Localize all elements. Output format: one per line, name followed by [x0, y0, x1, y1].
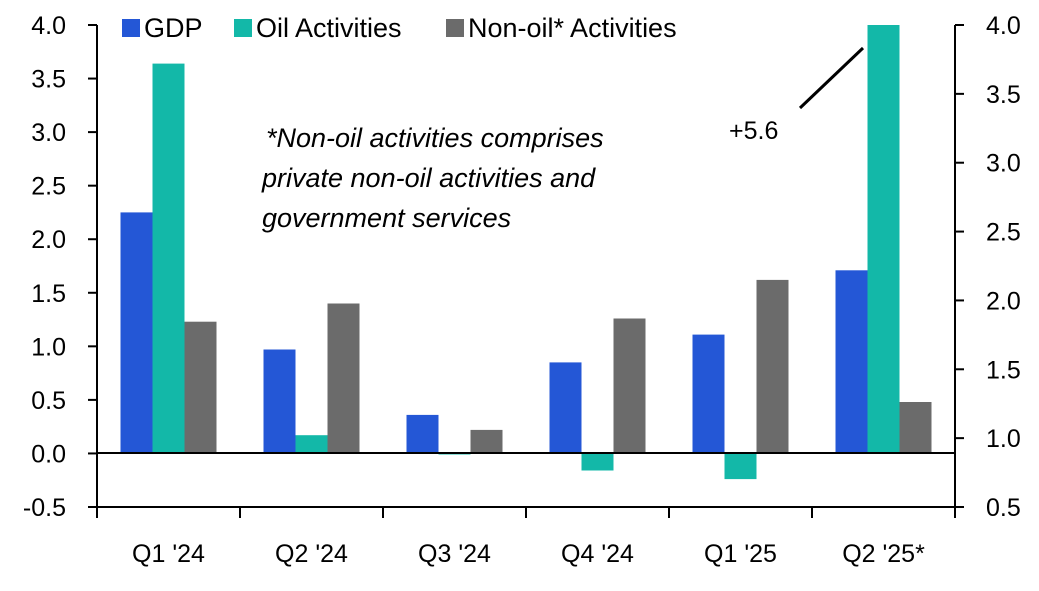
- left-y-tick-label-1: 3.5: [31, 66, 66, 94]
- right-y-tick-label-5: 1.5: [986, 356, 1021, 384]
- bar-oil-activities-3: [581, 453, 614, 471]
- x-tick-label-2: Q3 '24: [418, 540, 491, 568]
- left-y-tick-label-7: 0.5: [31, 387, 66, 415]
- bar-non-oil-activities-4: [756, 279, 789, 454]
- left-y-tick-label-6: 1.0: [31, 333, 66, 361]
- right-y-tick-label-1: 3.5: [986, 81, 1021, 109]
- left-y-tick-label-8: 0.0: [31, 440, 66, 468]
- bar-oil-activities-0: [152, 63, 185, 454]
- legend: GDP Oil Activities Non-oil* Activities: [122, 13, 677, 43]
- legend-swatch-oil-activities: [234, 19, 252, 37]
- bar-gdp-0: [120, 212, 153, 454]
- legend-swatch-gdp: [122, 19, 140, 37]
- legend-label-non-oil-activities: Non-oil* Activities: [468, 13, 677, 43]
- bar-non-oil-activities-0: [184, 321, 217, 454]
- right-y-tick-label-3: 2.5: [986, 219, 1021, 247]
- right-y-tick-label-6: 1.0: [986, 425, 1021, 453]
- bar-oil-activities-5: [867, 25, 900, 454]
- clipped-bar-annotation-label: +5.6: [729, 117, 778, 145]
- right-y-tick-label-0: 4.0: [986, 12, 1021, 40]
- bar-non-oil-activities-3: [613, 318, 646, 454]
- bar-non-oil-activities-5: [899, 402, 932, 454]
- bar-non-oil-activities-2: [470, 429, 503, 454]
- legend-label-gdp: GDP: [144, 13, 203, 43]
- x-tick-label-4: Q1 '25: [704, 540, 777, 568]
- clipped-bar-annotation-line: [798, 46, 865, 110]
- x-tick-label-1: Q2 '24: [275, 540, 348, 568]
- left-y-tick-label-0: 4.0: [31, 12, 66, 40]
- bar-gdp-1: [263, 349, 296, 454]
- left-y-tick-label-3: 2.5: [31, 173, 66, 201]
- right-y-tick-label-7: 0.5: [986, 494, 1021, 522]
- bar-oil-activities-1: [295, 435, 328, 454]
- bar-gdp-5: [835, 270, 868, 454]
- right-y-tick-label-4: 2.0: [986, 287, 1021, 315]
- legend-label-oil-activities: Oil Activities: [256, 13, 402, 43]
- left-y-tick-label-9: -0.5: [23, 494, 66, 522]
- axes-layer: [96, 25, 956, 508]
- bars-layer: [120, 25, 932, 480]
- bar-oil-activities-4: [724, 453, 757, 480]
- bar-gdp-3: [549, 362, 582, 454]
- footnote-line-3: government services: [262, 203, 511, 233]
- left-y-tick-label-2: 3.0: [31, 119, 66, 147]
- legend-swatch-non-oil-activities: [446, 19, 464, 37]
- right-y-tick-label-2: 3.0: [986, 150, 1021, 178]
- x-tick-label-3: Q4 '24: [561, 540, 634, 568]
- left-y-tick-label-4: 2.0: [31, 226, 66, 254]
- left-y-tick-label-5: 1.5: [31, 280, 66, 308]
- footnote-line-1: *Non-oil activities comprises: [266, 123, 604, 153]
- bar-gdp-2: [406, 414, 439, 454]
- x-tick-label-0: Q1 '24: [132, 540, 205, 568]
- x-tick-label-5: Q2 '25*: [842, 540, 925, 568]
- ticks-layer: Q1 '24 Q2 '24 Q3 '24 Q4 '24 Q1 '25 Q2 '25* 4.0…: [23, 12, 1021, 568]
- footnote-line-2: private non-oil activities and: [261, 163, 596, 193]
- bar-gdp-4: [692, 334, 725, 454]
- bar-non-oil-activities-1: [327, 303, 360, 454]
